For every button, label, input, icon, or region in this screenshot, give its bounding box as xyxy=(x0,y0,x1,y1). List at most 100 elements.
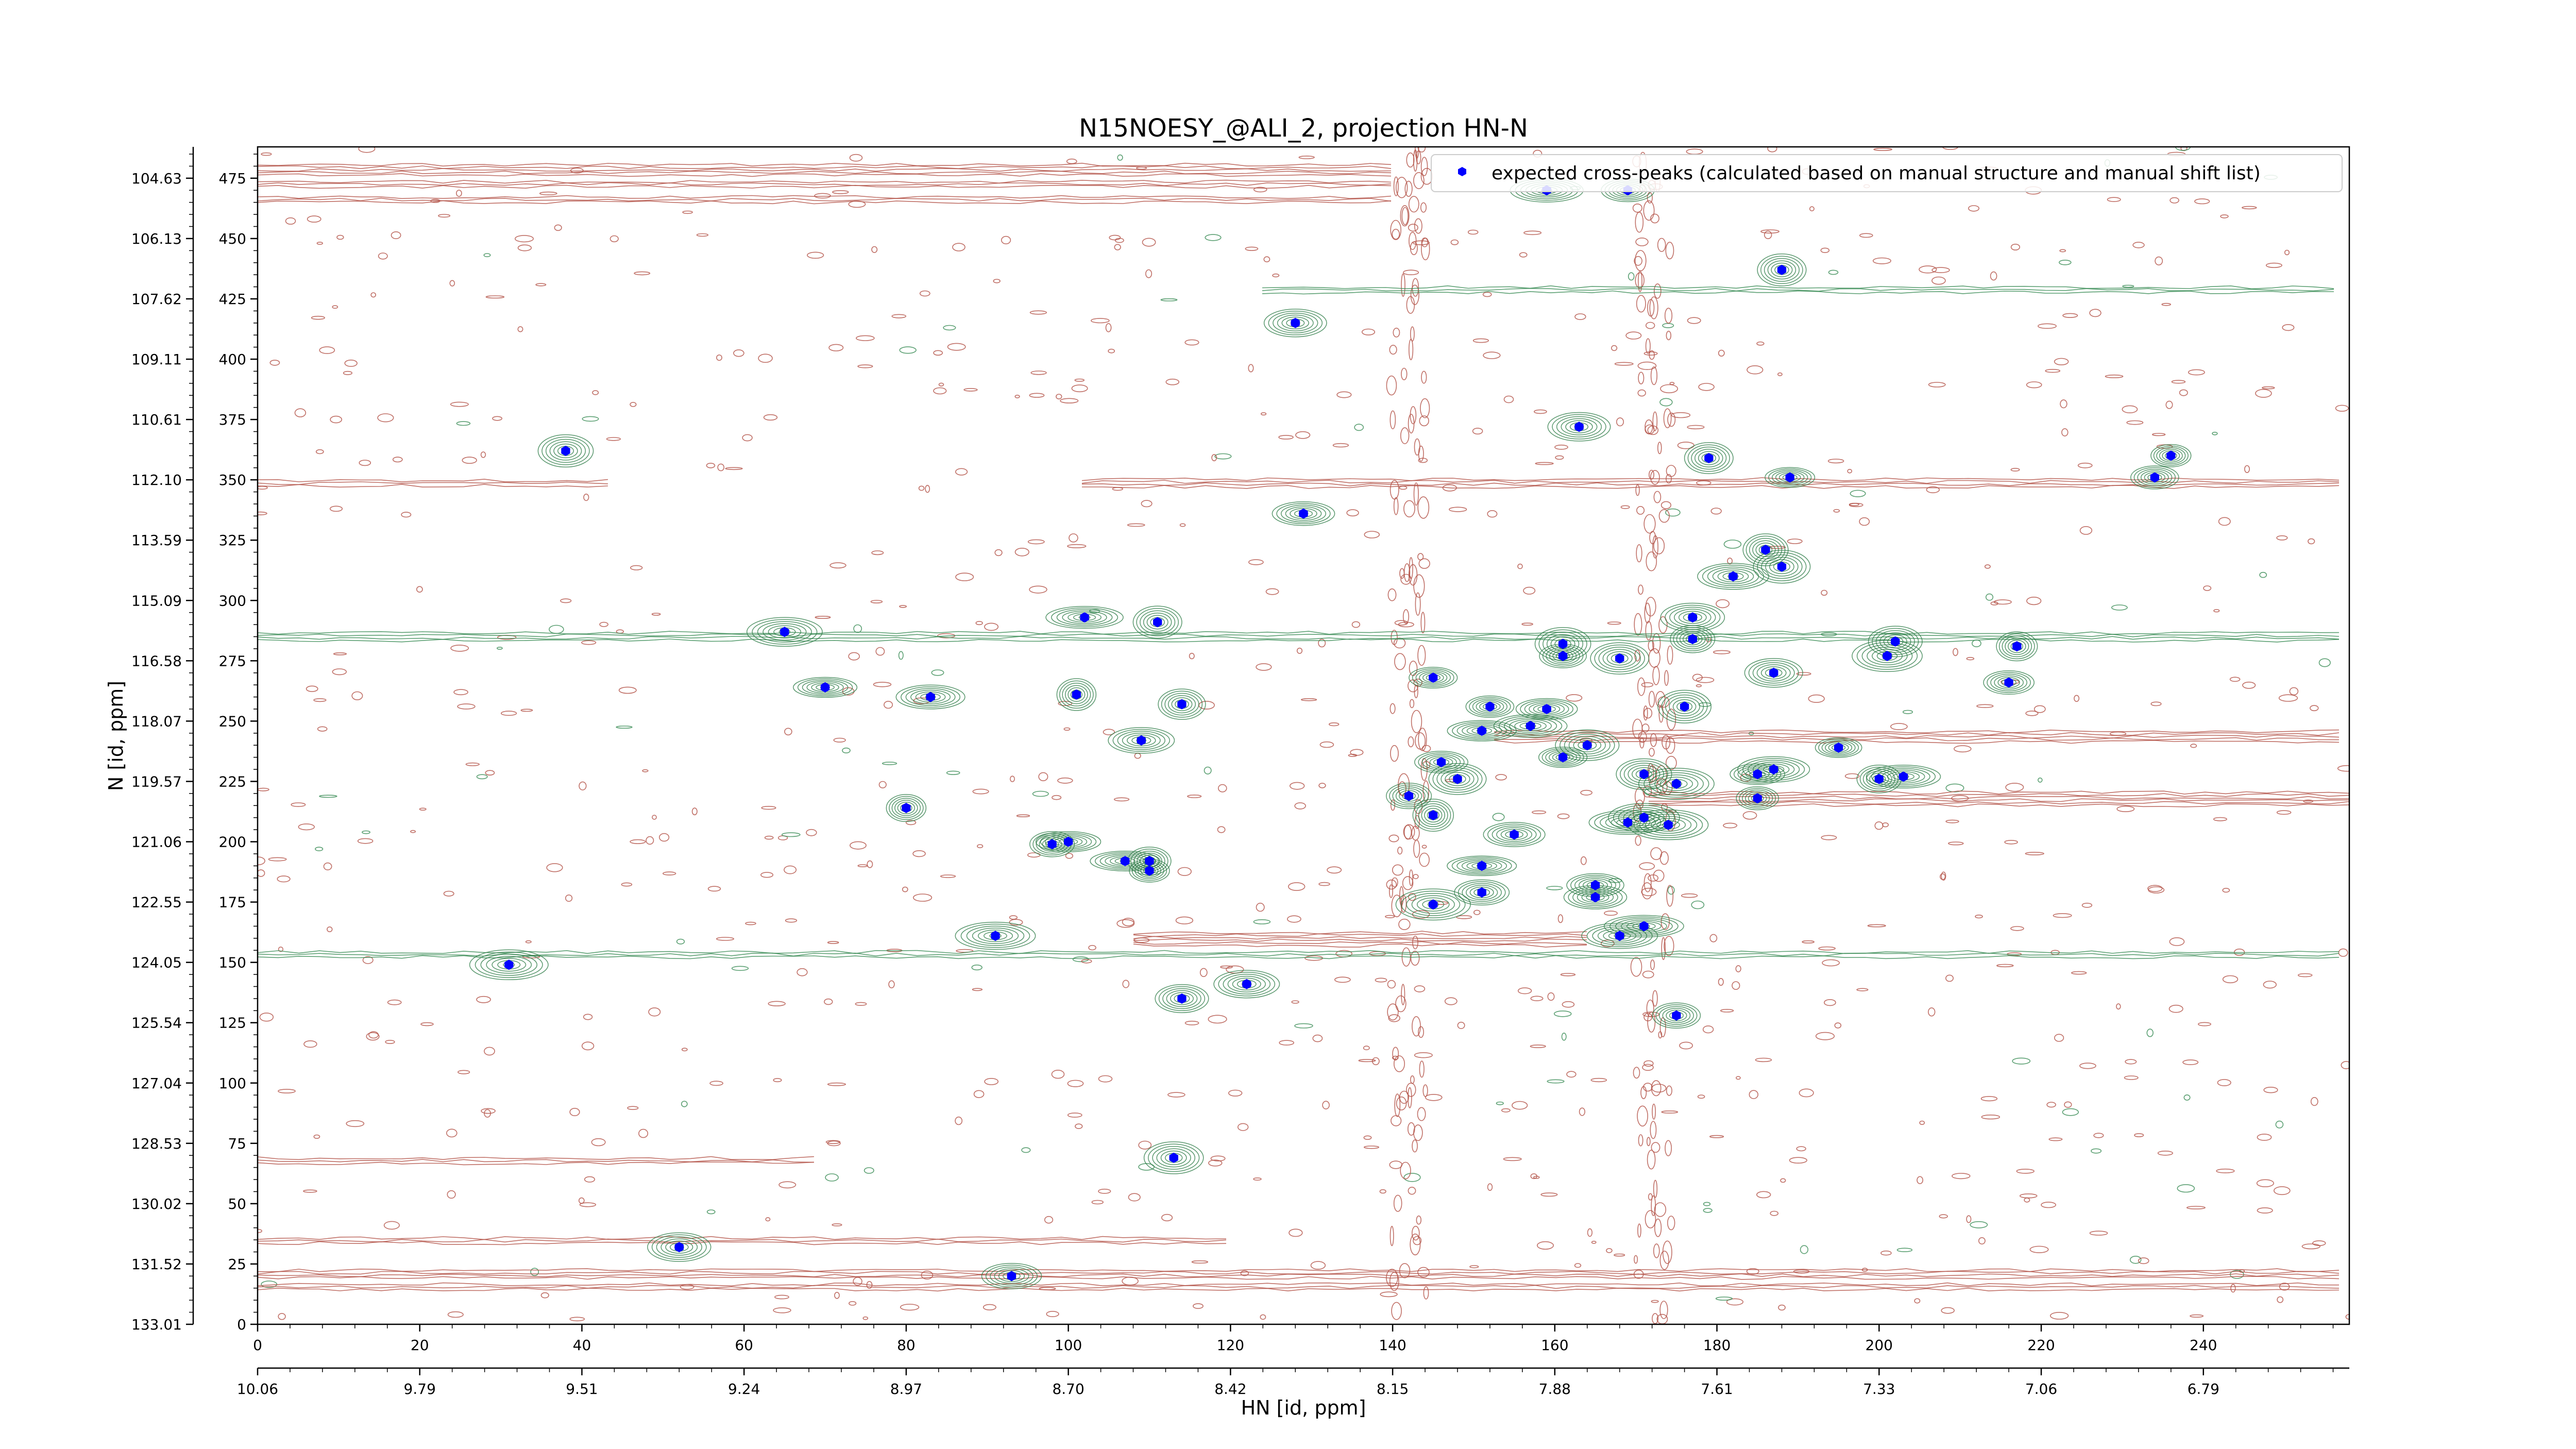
noise-contour xyxy=(1419,415,1429,427)
noise-contour xyxy=(1487,1183,1493,1191)
ridge-contour xyxy=(258,479,608,483)
peak-contour xyxy=(492,958,527,972)
noise-contour xyxy=(1530,996,1544,1001)
noise-contour xyxy=(1074,378,1085,382)
cross-peak-marker xyxy=(674,1242,684,1253)
noise-contour xyxy=(1635,835,1641,846)
noise-contour xyxy=(1469,1265,1479,1269)
noise-contour xyxy=(278,1313,286,1320)
noise-contour xyxy=(1945,819,1959,823)
noise-contour xyxy=(1634,1255,1638,1264)
noise-contour xyxy=(1261,412,1267,416)
noise-contour xyxy=(1406,296,1415,314)
noise-contour xyxy=(1351,621,1361,628)
noise-contour xyxy=(1081,959,1092,964)
peak-contour xyxy=(1600,813,1656,832)
noise-contour xyxy=(1635,250,1647,272)
peak-contour xyxy=(994,1268,1029,1284)
x-tick-label: 0 xyxy=(253,1337,262,1354)
noise-contour xyxy=(333,652,347,655)
noise-contour xyxy=(1723,822,1738,829)
peak-contour xyxy=(1492,825,1537,844)
peak-contour xyxy=(1815,737,1862,758)
noise-contour xyxy=(1329,722,1340,727)
noise-contour xyxy=(1978,1237,1986,1245)
noise-contour xyxy=(616,726,633,729)
ridge-contour xyxy=(258,1236,1227,1240)
noise-contour xyxy=(2071,971,2087,975)
noise-contour xyxy=(1698,383,1715,391)
ridge-contour xyxy=(1133,938,1587,942)
noise-contour xyxy=(651,613,661,616)
noise-contour xyxy=(1873,147,1892,151)
noise-contour xyxy=(2242,681,2256,689)
noise-contour xyxy=(535,283,547,287)
noise-contour xyxy=(358,147,376,153)
noise-contour xyxy=(1363,1135,1372,1140)
noise-contour xyxy=(1687,425,1705,430)
noise-contour xyxy=(1444,997,1458,1005)
peak-contour xyxy=(1064,685,1088,704)
noise-contour xyxy=(933,350,943,356)
ridge-contour xyxy=(258,638,2340,643)
noise-contour xyxy=(1400,427,1410,444)
ridge-contour xyxy=(1648,793,2349,797)
noise-contour xyxy=(2188,369,2205,376)
noise-contour xyxy=(784,728,792,736)
noise-contour xyxy=(1780,1178,1786,1183)
noise-contour xyxy=(618,686,637,694)
noise-contour xyxy=(1401,207,1409,225)
noise-contour xyxy=(1406,152,1415,168)
noise-contour xyxy=(1985,593,1994,601)
peak-contour xyxy=(1552,414,1606,440)
noise-contour xyxy=(1735,1076,1741,1080)
peak-contour xyxy=(1856,642,1918,670)
noise-contour xyxy=(2089,1231,2108,1236)
peak-contour xyxy=(1500,829,1528,840)
ridge-contour xyxy=(258,197,1392,202)
x-tick-label: 80 xyxy=(897,1337,916,1354)
noise-contour xyxy=(1606,1248,1613,1253)
cross-peak-marker xyxy=(1883,651,1892,661)
peak-contour xyxy=(1662,1007,1691,1023)
noise-contour xyxy=(1408,1087,1412,1108)
x-secondary-tick-label: 9.79 xyxy=(404,1380,436,1397)
noise-contour xyxy=(1917,1176,1923,1184)
noise-contour xyxy=(1391,1302,1402,1320)
peak-contour xyxy=(1062,683,1091,706)
noise-contour xyxy=(2132,242,2145,248)
noise-contour xyxy=(2194,198,2210,205)
noise-contour xyxy=(2064,1101,2072,1108)
peak-contour xyxy=(806,681,844,694)
noise-contour xyxy=(1659,1017,1666,1037)
noise-contour xyxy=(2046,1102,2056,1108)
noise-contour xyxy=(483,253,491,257)
noise-contour xyxy=(1656,1313,1668,1324)
noise-contour xyxy=(1637,389,1646,397)
y-secondary-tick-label: 116.58 xyxy=(131,652,182,669)
noise-contour xyxy=(1696,677,1715,683)
noise-contour xyxy=(2049,1311,2069,1320)
noise-contour xyxy=(972,988,983,991)
noise-contour xyxy=(1220,965,1233,969)
cross-peak-marker xyxy=(1177,699,1187,710)
noise-contour xyxy=(1294,802,1306,810)
noise-contour xyxy=(1512,1101,1528,1110)
cross-peak-marker xyxy=(1672,779,1681,789)
noise-contour xyxy=(278,1089,296,1093)
cross-peak-marker xyxy=(1477,726,1486,736)
peak-contour xyxy=(1556,416,1602,437)
noise-contour xyxy=(1414,1052,1433,1058)
ridge-contour xyxy=(258,1282,2340,1287)
noise-contour xyxy=(1742,811,1757,820)
noise-contour xyxy=(2010,926,2024,931)
cross-peak-marker xyxy=(1153,617,1162,628)
peak-contour xyxy=(1736,786,1779,811)
noise-contour xyxy=(298,823,315,831)
noise-contour xyxy=(462,457,477,464)
noise-contour xyxy=(1821,835,1837,840)
peak-contour xyxy=(1281,316,1310,330)
noise-contour xyxy=(1410,1233,1421,1256)
noise-contour xyxy=(773,1307,791,1313)
noise-contour xyxy=(681,1048,688,1052)
